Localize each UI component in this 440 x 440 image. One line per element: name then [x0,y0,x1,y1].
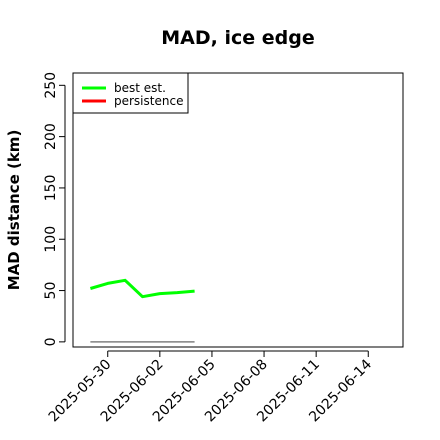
y-tick-label-50: 50 [43,282,59,300]
y-axis: 0 50 100 150 200 250 [43,72,66,346]
y-tick-label-200: 200 [43,123,59,150]
y-tick-label-100: 100 [43,226,59,253]
series-layer [89,278,195,299]
y-tick-label-150: 150 [43,175,59,202]
series-line-best-est [89,278,195,299]
legend-label-persistence: persistence [114,94,183,108]
legend: best est. persistence [72,72,189,114]
legend-label-best-est: best est. [114,81,166,95]
y-tick-label-0: 0 [43,337,59,346]
legend-box [72,72,189,114]
x-axis: 2025-05-302025-06-022025-06-052025-06-08… [46,350,375,425]
chart-title: MAD, ice edge [161,27,314,49]
plot-area [72,72,404,348]
y-axis-label: MAD distance (km) [5,130,23,291]
y-tick-label-250: 250 [43,72,59,99]
